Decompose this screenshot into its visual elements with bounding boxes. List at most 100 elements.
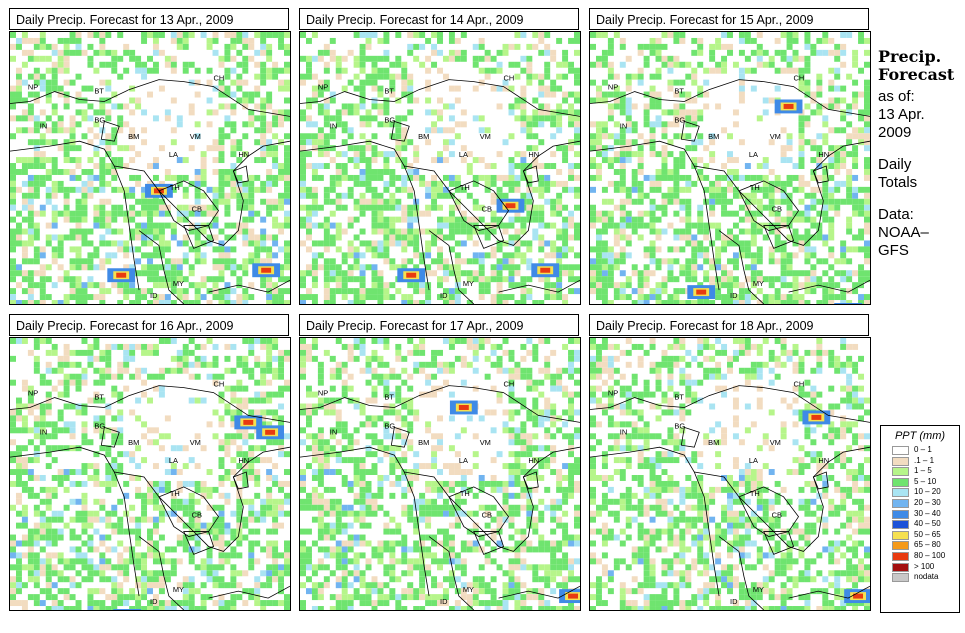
legend-swatch [892,488,909,498]
country-label: BG [384,115,395,124]
legend-label: 40 – 50 [914,519,941,529]
precip-map: NP BT IN BG CH BM VM LA TH CB HN MY ID [589,337,871,611]
country-label: HN [238,150,249,159]
country-label: MY [463,585,474,594]
country-label: CH [504,74,515,83]
legend-label: .1 – 1 [914,455,935,465]
country-label: VM [480,132,491,141]
precip-map: NP BT IN BG CH BM VM LA TH CB HN MY ID [299,337,581,611]
precip-field [300,32,580,304]
country-label: LA [749,150,758,159]
panel-title: Daily Precip. Forecast for 15 Apr., 2009 [589,8,869,30]
legend-label: 0 – 1 [914,445,932,454]
country-label: BT [94,87,104,96]
country-label: HN [818,150,829,159]
caption-source-1: NOAA– [878,224,929,241]
country-label: LA [459,456,468,465]
country-label: TH [460,183,470,192]
caption-heading-1: Precip. [878,47,942,66]
map-caption: Precip. Forecast as of: 13 Apr. 2009 Dai… [878,48,963,260]
country-label: ID [730,291,738,300]
country-label: NP [28,83,38,92]
country-label: TH [170,489,180,498]
legend-item: 40 – 50 [881,519,959,530]
forecast-panel: Daily Precip. Forecast for 18 Apr., 2009… [589,314,871,611]
country-borders [300,385,580,610]
country-label: BT [94,393,104,402]
country-label: IN [40,427,47,436]
panel-title: Daily Precip. Forecast for 17 Apr., 2009 [299,314,579,336]
precip-field [590,32,870,304]
legend-item: 20 – 30 [881,498,959,509]
legend-swatch [892,467,909,477]
legend-label: 65 – 80 [914,540,941,550]
country-label: IN [40,121,47,130]
legend-item: 30 – 40 [881,509,959,520]
country-borders [590,385,870,610]
country-label: ID [150,291,158,300]
country-label: TH [460,489,470,498]
forecast-panel: Daily Precip. Forecast for 16 Apr., 2009… [9,314,291,611]
country-label: BT [384,393,394,402]
legend-swatch [892,541,909,551]
country-label: NP [608,83,618,92]
legend-item: nodata [881,572,959,583]
country-label: LA [169,456,178,465]
country-label: BM [128,132,139,141]
country-label: HN [528,456,539,465]
country-label: IN [330,427,337,436]
precip-field [10,32,290,304]
country-label: BG [384,421,395,430]
legend-swatch [892,456,909,466]
country-label: LA [169,150,178,159]
legend-label: 30 – 40 [914,508,941,518]
country-label: HN [528,150,539,159]
legend-item: 1 – 5 [881,466,959,477]
legend-label: 5 – 10 [914,476,937,486]
country-label: CB [772,205,782,214]
legend-item: .1 – 1 [881,456,959,467]
country-label: CB [482,511,492,520]
country-label: BG [94,115,105,124]
country-label: NP [28,389,38,398]
caption-totals: Totals [878,174,918,191]
legend-item: 0 – 1 [881,445,959,456]
country-label: BT [674,393,684,402]
country-label: TH [750,183,760,192]
country-label: LA [459,150,468,159]
precip-map: NP BT IN BG CH BM VM LA TH CB HN MY ID [9,31,291,305]
legend-swatch [892,573,909,583]
precip-field [590,338,870,610]
legend-label: 20 – 30 [914,497,941,507]
caption-source-2: GFS [878,242,909,259]
country-label: VM [190,438,201,447]
legend-item: 80 – 100 [881,551,959,562]
legend-item: 50 – 65 [881,530,959,541]
country-label: ID [440,597,448,606]
country-label: TH [750,489,760,498]
forecast-panel: Daily Precip. Forecast for 15 Apr., 2009… [589,8,871,305]
legend-label: 10 – 20 [914,487,941,497]
country-label: CH [794,74,805,83]
legend-item: 65 – 80 [881,540,959,551]
country-label: CH [214,380,225,389]
country-label: BT [384,87,394,96]
panel-title: Daily Precip. Forecast for 16 Apr., 2009 [9,314,289,336]
country-label: VM [770,132,781,141]
legend-swatch [892,477,909,487]
country-label: NP [318,83,328,92]
caption-data: Data: [878,206,914,223]
legend-label: > 100 [914,561,935,571]
legend-item: > 100 [881,562,959,573]
legend-swatch [892,551,909,561]
country-label: NP [608,389,618,398]
country-borders [10,385,290,610]
country-label: VM [770,438,781,447]
country-borders [10,79,290,304]
panel-title: Daily Precip. Forecast for 13 Apr., 2009 [9,8,289,30]
panel-title: Daily Precip. Forecast for 14 Apr., 2009 [299,8,579,30]
caption-date: 13 Apr. [878,106,925,123]
caption-heading-2: Forecast [878,65,955,84]
country-label: BM [418,438,429,447]
country-label: BG [674,115,685,124]
